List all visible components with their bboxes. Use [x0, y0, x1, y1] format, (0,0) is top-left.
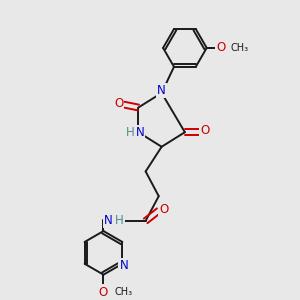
Text: O: O: [200, 124, 209, 137]
Text: N: N: [157, 84, 166, 97]
Text: N: N: [103, 214, 112, 227]
Text: CH₃: CH₃: [230, 43, 249, 53]
Text: H: H: [126, 126, 135, 139]
Text: O: O: [159, 203, 169, 216]
Text: N: N: [119, 259, 128, 272]
Text: O: O: [217, 41, 226, 54]
Text: CH₃: CH₃: [115, 287, 133, 297]
Text: H: H: [115, 214, 124, 227]
Text: O: O: [114, 97, 123, 110]
Text: O: O: [99, 286, 108, 298]
Text: N: N: [135, 126, 144, 139]
